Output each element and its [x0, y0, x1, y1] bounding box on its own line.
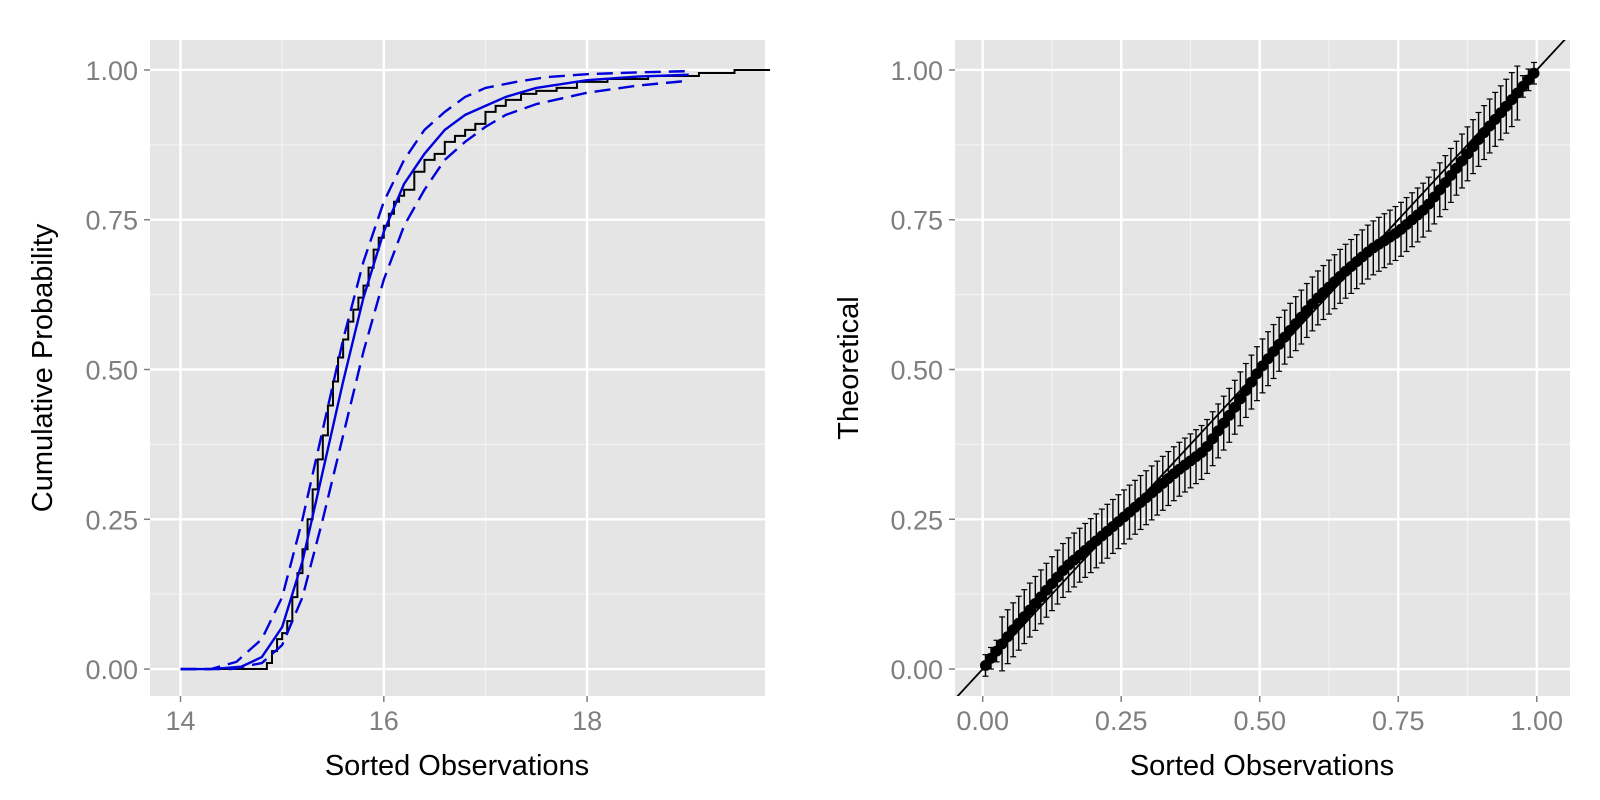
pp-x-tick-label: 0.75 — [1372, 706, 1425, 736]
pp-y-tick-label: 0.25 — [890, 505, 943, 535]
pp-point — [1201, 440, 1213, 452]
pp-data — [956, 40, 1566, 696]
ecdf-y-axis-title: Cumulative Probability — [27, 223, 59, 512]
pp-point — [1251, 368, 1263, 380]
ecdf-y-tick-label: 0.50 — [85, 355, 138, 385]
ecdf-x-tick-label: 14 — [165, 706, 195, 736]
ecdf-x-axis-title: Sorted Observations — [325, 750, 589, 782]
pp-point — [1212, 425, 1224, 437]
ecdf-y-tick-label: 0.00 — [85, 655, 138, 685]
pp-x-tick-label: 0.00 — [956, 706, 1009, 736]
fitted-cdf-line — [180, 73, 689, 671]
pp-point — [1229, 401, 1241, 413]
pp-point — [1240, 384, 1252, 396]
pp-point — [1207, 433, 1219, 445]
pp-x-axis-title: Sorted Observations — [1130, 750, 1394, 782]
pp-y-tick-label: 0.50 — [890, 355, 943, 385]
pp-y-tick-label: 0.00 — [890, 655, 943, 685]
pp-y-tick-label: 0.75 — [890, 206, 943, 236]
pp-ticks: 0.00 0.25 0.50 0.75 1.00 0.00 0.25 0.50 0.75 1.00 — [890, 56, 1563, 736]
confidence-band-line — [180, 79, 689, 671]
ecdf-y-tick-label: 0.25 — [85, 505, 138, 535]
pp-x-tick-label: 0.25 — [1095, 706, 1148, 736]
ecdf-y-tick-label: 0.75 — [85, 206, 138, 236]
pp-y-tick-label: 1.00 — [890, 56, 943, 86]
pp-point — [1234, 393, 1246, 405]
ecdf-x-tick-label: 18 — [572, 706, 602, 736]
pp-x-tick-label: 0.50 — [1233, 706, 1286, 736]
ecdf-data — [180, 68, 771, 671]
ecdf-ticks: 14 16 18 0.00 0.25 0.50 0.75 1.00 — [85, 56, 602, 736]
pp-x-tick-label: 1.00 — [1510, 706, 1563, 736]
confidence-band-line — [180, 69, 689, 671]
ecdf-y-tick-label: 1.00 — [85, 56, 138, 86]
pp-point — [1528, 67, 1540, 79]
ecdf-panel: 14 16 18 0.00 0.25 0.50 0.75 1.00 Sorted Observ… — [27, 40, 771, 782]
ecdf-panel-background — [150, 40, 765, 696]
pp-point — [1218, 417, 1230, 429]
ecdf-grid — [150, 40, 765, 696]
pp-y-axis-title: Theoretical — [833, 296, 865, 439]
pp-point — [1245, 376, 1257, 388]
ecdf-x-tick-label: 16 — [369, 706, 399, 736]
pp-point — [1223, 409, 1235, 421]
pp-panel: 0.00 0.25 0.50 0.75 1.00 0.00 0.25 0.50 0.75 1.00… — [833, 40, 1570, 782]
